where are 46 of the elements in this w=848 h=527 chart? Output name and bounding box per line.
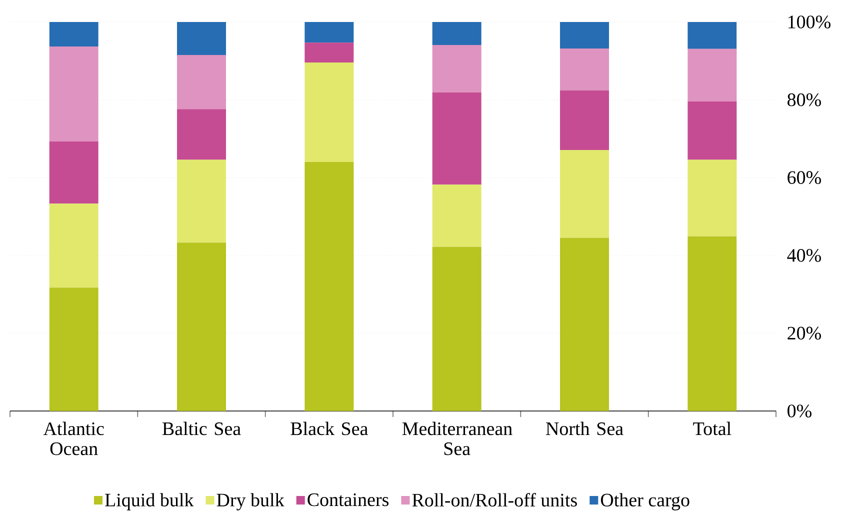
bar (560, 48, 610, 90)
bar (304, 62, 354, 162)
y-tick-label: 20% (788, 326, 821, 340)
legend-label: Containers (308, 493, 389, 506)
bar (560, 22, 610, 48)
bar (49, 204, 98, 288)
bar (49, 22, 98, 46)
x-tick-label: North Sea (546, 422, 624, 436)
bar (560, 90, 610, 150)
bar (688, 236, 737, 411)
bar (177, 55, 226, 110)
bar (560, 150, 610, 238)
bar (177, 242, 226, 411)
bar (432, 22, 482, 45)
y-tick-label: 60% (788, 171, 821, 184)
bar (688, 160, 737, 236)
x-tick-label: Black Sea (290, 422, 368, 436)
bar (688, 22, 737, 49)
bar (49, 46, 98, 142)
legend-label: Other cargo (600, 493, 690, 510)
y-tick-label: 0% (788, 404, 812, 418)
bar (304, 22, 354, 43)
bar (49, 141, 98, 204)
x-tick-label: Total (693, 422, 732, 436)
bar (177, 160, 226, 243)
y-tick-label: 80% (788, 93, 821, 106)
bar (432, 44, 482, 92)
bar (432, 246, 482, 411)
bar (560, 238, 610, 411)
bar (432, 92, 482, 185)
bar (432, 184, 482, 247)
bar (177, 109, 226, 160)
x-tick-label: Mediterranean Sea (402, 422, 512, 456)
x-tick-label: Atlantic Ocean (43, 422, 104, 456)
bar (688, 101, 737, 160)
bar (177, 22, 226, 56)
bar (688, 48, 737, 102)
bar (304, 42, 354, 62)
legend-label: Liquid bulk (105, 493, 194, 510)
legend-label: Roll-on/Roll-off units (412, 493, 577, 507)
y-tick-label: 40% (787, 248, 821, 262)
legend-label: Dry bulk (216, 493, 284, 510)
x-tick-label: Baltic Sea (162, 422, 241, 436)
bar (49, 288, 98, 411)
y-tick-label: 100% (788, 16, 830, 28)
bar (304, 162, 354, 411)
